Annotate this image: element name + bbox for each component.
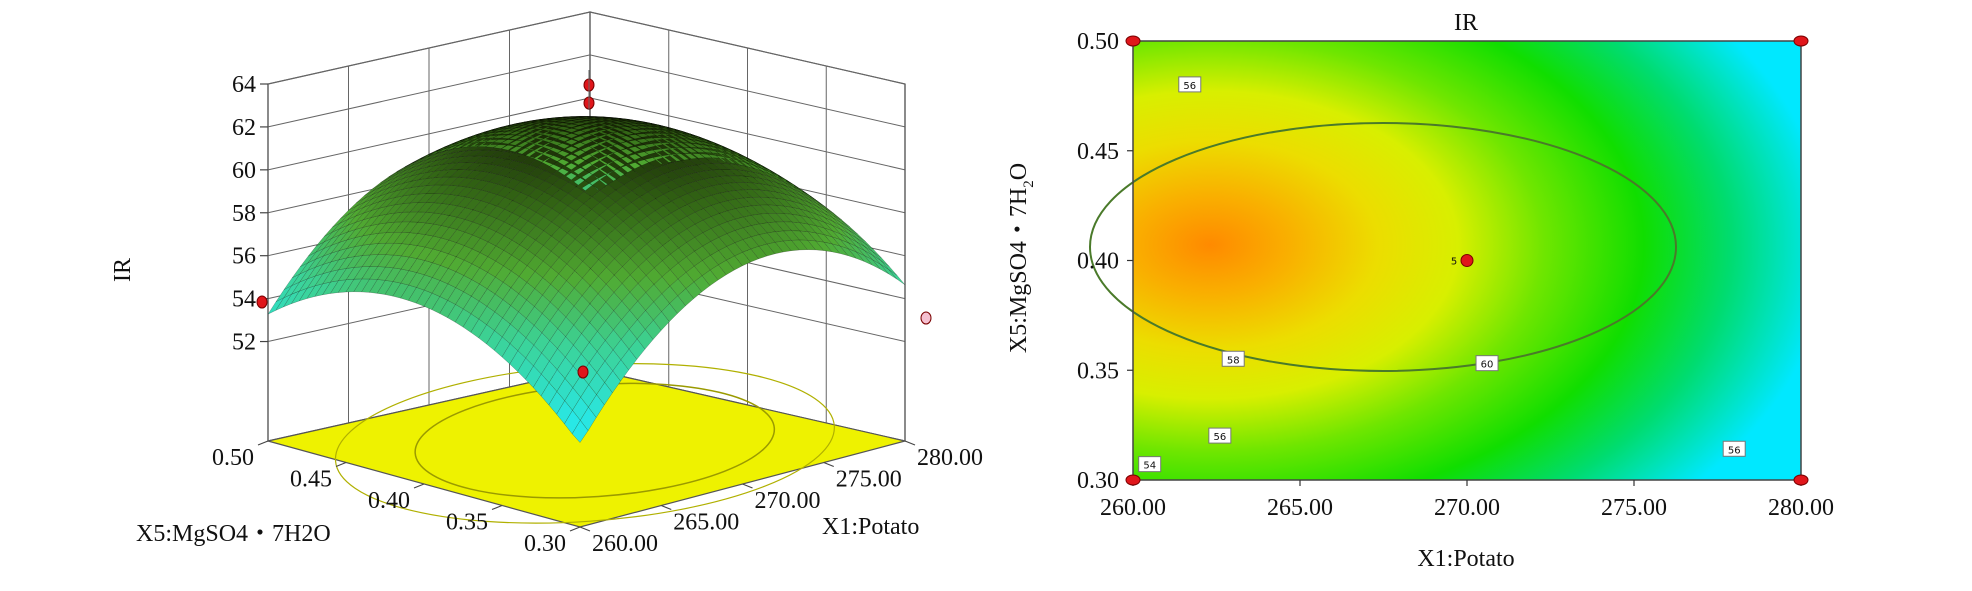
x-tick-label: 270.00	[755, 488, 821, 514]
contour-y-tick-label: 0.40	[1077, 249, 1119, 275]
z-tick-label: 54	[232, 287, 256, 313]
y-tick-label: 0.35	[446, 510, 488, 536]
contour-level-label: 56	[1723, 441, 1745, 456]
contour-x-tick-label: 260.00	[1100, 495, 1166, 521]
y-tick-label: 0.40	[368, 488, 410, 514]
y-tick-mark	[570, 527, 580, 531]
surface-plot: 52 54 56 58 60 62 64 0.30 0.35 0.40 0.45 0.50 260.00…	[110, 12, 983, 557]
surface-facet	[889, 270, 905, 285]
x-tick-mark	[824, 463, 834, 467]
contour-y-tick-label: 0.45	[1077, 139, 1119, 165]
contour-plot: IR 260.00 265.00 270.00 275.00 280.00 0.30 0.3…	[1006, 10, 1834, 572]
design-point	[578, 366, 588, 378]
surface-y-axis-label: X5:MgSO4・7H2O	[136, 521, 331, 547]
y-tick-label: 0.50	[212, 445, 254, 471]
contour-level-label: 54	[1139, 457, 1161, 472]
x-tick-label: 260.00	[592, 531, 658, 557]
y-tick-mark	[336, 463, 346, 467]
corner-design-point	[1126, 36, 1140, 46]
corner-design-point	[1794, 475, 1808, 485]
center-point-count: 5	[1451, 257, 1457, 268]
z-tick-label: 60	[232, 158, 256, 184]
contour-level-label-text: 56	[1728, 445, 1741, 456]
design-point	[921, 312, 931, 324]
contour-x-tick-label: 270.00	[1434, 495, 1500, 521]
surface-x-axis-label: X1:Potato	[822, 514, 919, 540]
corner-design-point	[1794, 36, 1808, 46]
y-tick-label: 0.30	[524, 531, 566, 557]
y-tick-mark	[492, 506, 502, 510]
x-tick-label: 275.00	[836, 467, 902, 493]
x-tick-label: 280.00	[917, 445, 983, 471]
contour-x-tick-label: 280.00	[1768, 495, 1834, 521]
contour-level-label-text: 58	[1227, 355, 1240, 366]
x-tick-label: 265.00	[673, 510, 739, 536]
x-tick-mark	[661, 506, 671, 510]
contour-level-label: 60	[1476, 356, 1498, 371]
surface-wall-gridline	[268, 12, 905, 84]
contour-title: IR	[1454, 10, 1478, 36]
contour-x-tick-label: 275.00	[1601, 495, 1667, 521]
contour-y-axis-label: X5:MgSO4・7H2O	[1006, 163, 1037, 353]
contour-level-label-text: 56	[1213, 432, 1226, 443]
y-tick-label: 0.45	[290, 467, 332, 493]
contour-level-label: 56	[1179, 77, 1201, 92]
surface-z-axis-label: IR	[110, 258, 136, 282]
contour-y-tick-label: 0.50	[1077, 29, 1119, 55]
z-tick-label: 64	[232, 72, 256, 98]
z-tick-label: 62	[232, 115, 256, 141]
response-surface	[268, 116, 905, 442]
z-tick-label: 58	[232, 201, 256, 227]
z-tick-label: 56	[232, 244, 256, 270]
x-tick-mark	[743, 484, 753, 488]
contour-level-label-text: 54	[1143, 461, 1156, 472]
y-tick-mark	[258, 441, 268, 445]
contour-y-tick-label: 0.30	[1077, 468, 1119, 494]
contour-x-axis-label: X1:Potato	[1417, 546, 1514, 572]
x-tick-mark	[905, 441, 915, 445]
design-point	[257, 296, 267, 308]
z-tick-label: 52	[232, 330, 256, 356]
contour-level-label-text: 60	[1481, 360, 1494, 371]
contour-level-label: 58	[1222, 351, 1244, 366]
center-design-point	[1461, 255, 1473, 267]
x-tick-mark	[580, 527, 590, 531]
y-tick-mark	[414, 484, 424, 488]
contour-y-tick-label: 0.35	[1077, 358, 1119, 384]
contour-level-label-text: 56	[1183, 81, 1196, 92]
contour-x-tick-label: 265.00	[1267, 495, 1333, 521]
corner-design-point	[1126, 475, 1140, 485]
contour-level-label: 56	[1209, 428, 1231, 443]
